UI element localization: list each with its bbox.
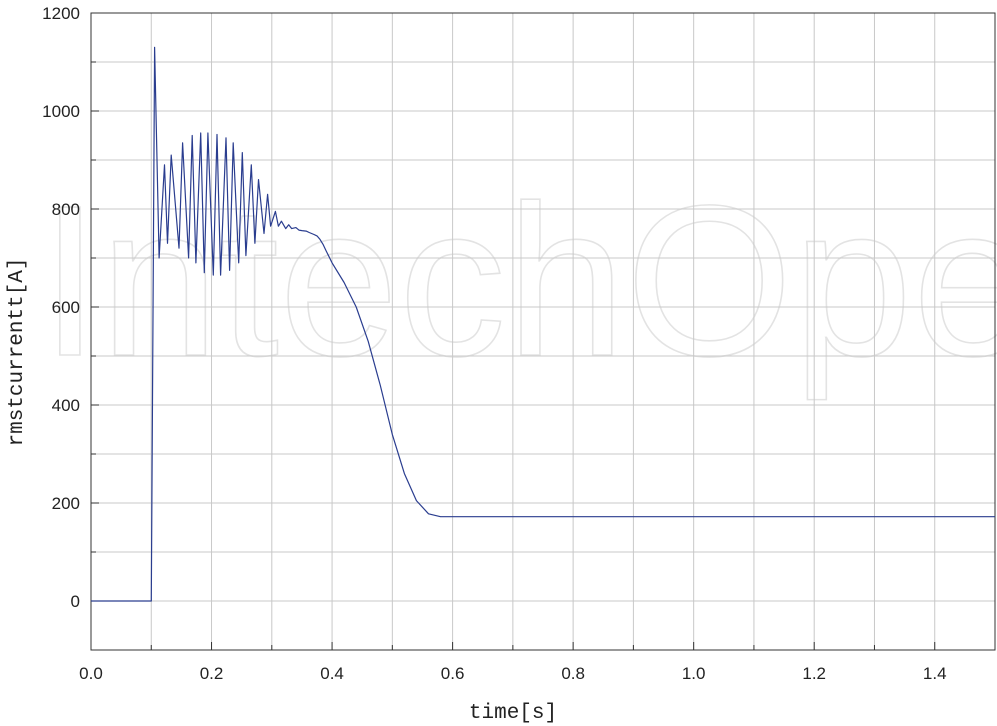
grid — [91, 13, 995, 650]
x-tick-label: 1.0 — [682, 664, 706, 683]
x-tick-label: 1.2 — [802, 664, 826, 683]
x-tick-label: 0.4 — [320, 664, 344, 683]
y-tick-label: 600 — [52, 298, 80, 317]
y-axis-title: rmstcurrentt[A] — [6, 257, 29, 446]
plot-frame — [90, 12, 996, 651]
x-tick-label: 0.0 — [79, 664, 103, 683]
y-tick-label: 1000 — [42, 102, 80, 121]
x-tick-label: 0.2 — [200, 664, 224, 683]
y-tick-label: 0 — [71, 592, 80, 611]
x-axis-title: time[s] — [469, 702, 557, 725]
y-tick-label: 200 — [52, 494, 80, 513]
x-tick-label: 1.4 — [923, 664, 947, 683]
y-tick-label: 800 — [52, 200, 80, 219]
x-tick-label: 0.8 — [561, 664, 585, 683]
y-tick-labels: 0 200 400 600 800 1000 1200 — [42, 4, 80, 611]
y-tick-label: 1200 — [42, 4, 80, 23]
x-tick-label: 0.6 — [441, 664, 465, 683]
x-tick-labels: 0.0 0.2 0.4 0.6 0.8 1.0 1.2 1.4 — [79, 664, 946, 683]
series-line — [91, 46, 995, 602]
y-tick-label: 400 — [52, 396, 80, 415]
watermark: IntechOpen — [40, 160, 997, 401]
